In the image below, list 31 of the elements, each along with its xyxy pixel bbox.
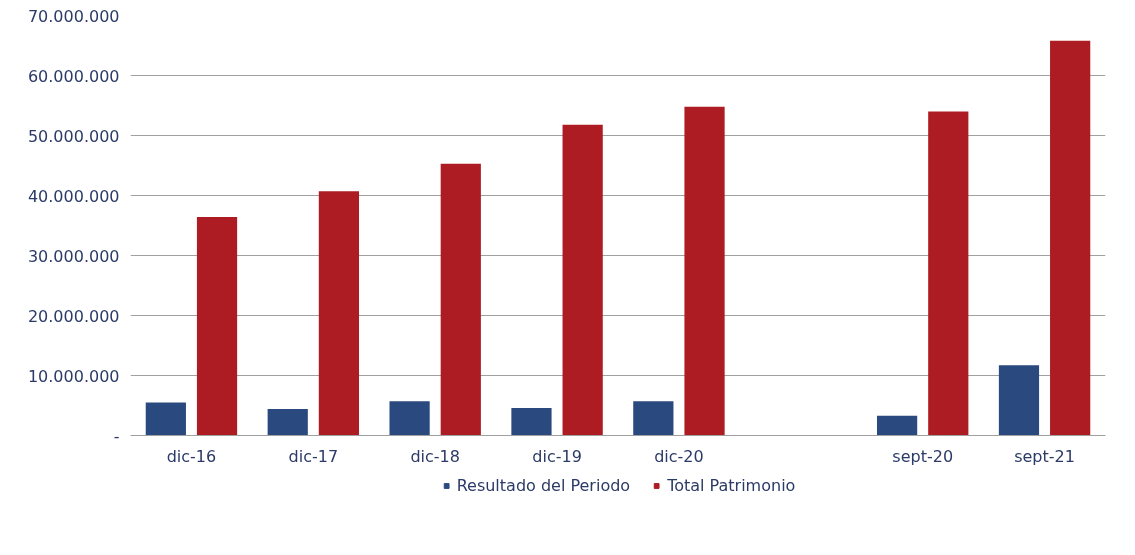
bar bbox=[562, 124, 603, 436]
x-tick-label: dic-19 bbox=[532, 446, 582, 466]
bar bbox=[389, 401, 430, 436]
bar bbox=[684, 106, 725, 436]
legend-label: Total Patrimonio bbox=[667, 475, 796, 495]
bar bbox=[318, 191, 360, 436]
bar bbox=[1050, 40, 1091, 436]
bar bbox=[440, 163, 481, 436]
bar bbox=[928, 111, 969, 436]
y-tick-label: 10.000.000 bbox=[27, 366, 120, 386]
y-tick-label: 50.000.000 bbox=[27, 126, 120, 146]
y-tick-label: 60.000.000 bbox=[27, 66, 120, 86]
bar bbox=[876, 415, 918, 436]
y-tick-label: - bbox=[113, 426, 120, 446]
bar bbox=[196, 217, 238, 436]
y-tick-label: 40.000.000 bbox=[27, 186, 120, 206]
x-tick-label: dic-18 bbox=[410, 446, 460, 466]
y-tick-label: 70.000.000 bbox=[27, 6, 120, 26]
x-tick-label: dic-20 bbox=[654, 446, 704, 466]
bar bbox=[633, 401, 674, 436]
bar bbox=[267, 409, 308, 436]
x-tick-label: sept-21 bbox=[1014, 446, 1075, 466]
x-tick-label: sept-20 bbox=[892, 446, 954, 466]
bar bbox=[511, 407, 552, 436]
bar bbox=[145, 402, 186, 436]
bar bbox=[998, 365, 1040, 436]
x-tick-label: dic-17 bbox=[288, 446, 339, 466]
y-tick-label: 20.000.000 bbox=[27, 306, 120, 326]
legend-label: Resultado del Periodo bbox=[456, 475, 631, 495]
y-tick-label: 30.000.000 bbox=[27, 246, 120, 266]
x-tick-label: dic-16 bbox=[166, 446, 217, 466]
